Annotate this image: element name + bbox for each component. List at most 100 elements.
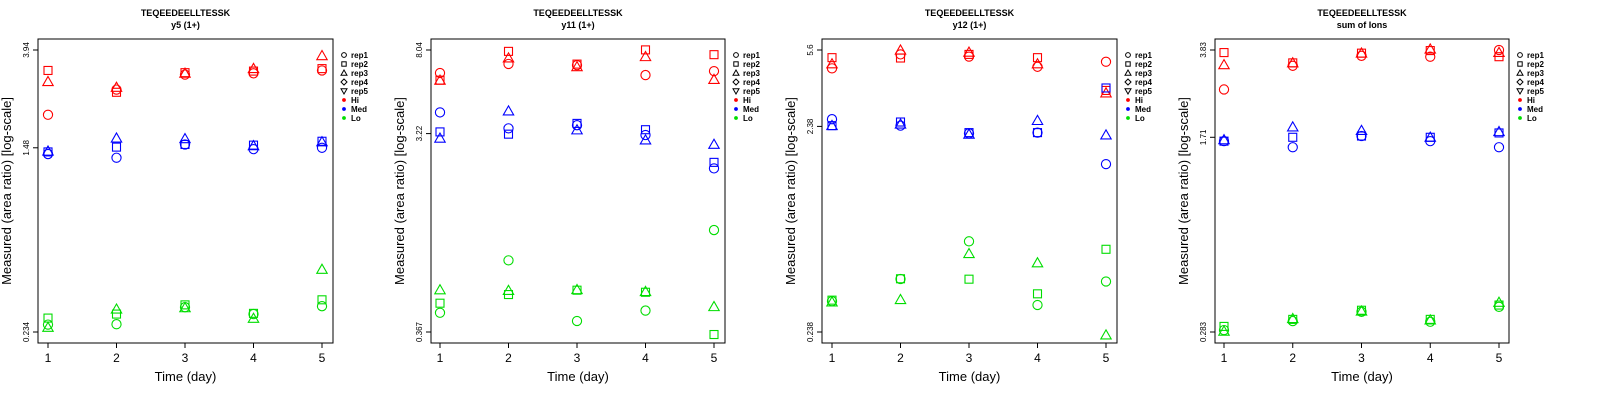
legend-marker xyxy=(1516,78,1524,86)
data-point xyxy=(247,62,260,74)
legend-marker xyxy=(1518,107,1522,111)
plot-frame xyxy=(821,38,1118,344)
data-point xyxy=(570,60,584,72)
chart-title: TEQEEDEELLTESSK xyxy=(141,8,231,18)
y-tick-label: 0.234 xyxy=(22,321,31,342)
data-point xyxy=(708,163,720,174)
legend-marker xyxy=(1126,98,1130,102)
data-point xyxy=(1492,125,1506,137)
data-point xyxy=(433,131,447,143)
data-point xyxy=(640,45,651,55)
data-point xyxy=(111,142,122,152)
data-point xyxy=(435,127,445,137)
data-point xyxy=(570,283,584,295)
x-tick-label: 3 xyxy=(1358,351,1365,365)
x-tick-label: 2 xyxy=(113,351,120,365)
chart-subtitle: y12 (1+) xyxy=(953,20,987,30)
data-point xyxy=(42,319,54,330)
legend-marker xyxy=(1518,116,1522,120)
legend-marker xyxy=(734,107,738,111)
data-points xyxy=(433,45,721,340)
data-point xyxy=(1493,142,1505,153)
plot-frame xyxy=(1214,38,1510,344)
data-point xyxy=(503,129,514,139)
data-point xyxy=(110,131,123,143)
data-point xyxy=(111,152,122,163)
data-point xyxy=(1286,312,1299,324)
data-point xyxy=(1217,133,1231,145)
y-axis-label: Measured (area ratio) [log-scale] xyxy=(0,97,14,285)
y-axis-label: Measured (area ratio) [log-scale] xyxy=(1176,97,1191,285)
legend-label: rep5 xyxy=(351,87,368,96)
legend-marker xyxy=(733,61,739,67)
data-point xyxy=(315,49,329,61)
data-point xyxy=(1288,314,1298,324)
data-point xyxy=(709,157,719,167)
data-point xyxy=(178,66,192,78)
data-point xyxy=(640,69,651,81)
plot-frame xyxy=(37,38,334,344)
data-point xyxy=(1100,56,1112,67)
data-point xyxy=(1424,42,1437,54)
data-point xyxy=(1492,46,1506,58)
legend-marker xyxy=(732,88,740,96)
legend-label: rep4 xyxy=(1135,78,1152,87)
data-point xyxy=(178,301,192,313)
x-tick-label: 3 xyxy=(182,351,189,365)
x-tick-label: 4 xyxy=(250,351,257,365)
data-point xyxy=(570,123,584,135)
data-point xyxy=(639,133,652,145)
x-tick-label: 4 xyxy=(642,351,649,365)
data-point xyxy=(317,295,327,305)
data-point xyxy=(1219,321,1229,331)
x-axis-label: Time (day) xyxy=(155,369,217,384)
data-point xyxy=(708,224,720,236)
data-point xyxy=(503,123,514,134)
data-point xyxy=(709,50,719,60)
legend-marker xyxy=(1516,88,1524,96)
data-point xyxy=(1100,276,1112,287)
y-tick-label: 2.38 xyxy=(806,118,815,134)
x-axis-label: Time (day) xyxy=(1331,369,1393,384)
data-point xyxy=(41,75,55,87)
data-point xyxy=(640,129,651,141)
data-point xyxy=(1031,256,1044,268)
legend-marker xyxy=(733,52,739,58)
data-point xyxy=(825,119,839,131)
data-point xyxy=(1493,44,1505,56)
data-point xyxy=(825,57,839,69)
data-point xyxy=(317,64,327,74)
data-point xyxy=(1356,130,1367,142)
x-tick-label: 5 xyxy=(319,351,326,365)
data-point xyxy=(964,274,974,284)
legend-marker xyxy=(1517,52,1523,58)
data-point xyxy=(1356,306,1367,317)
data-point xyxy=(1424,130,1437,142)
data-point xyxy=(433,73,447,85)
legend-marker xyxy=(1124,88,1132,96)
legend-label: rep3 xyxy=(351,69,368,78)
data-point xyxy=(1286,120,1299,132)
y-tick-label: 3.94 xyxy=(22,42,31,58)
legend-label: Lo xyxy=(351,114,361,123)
legend-marker xyxy=(1125,61,1131,67)
data-point xyxy=(894,293,907,305)
y-tick-label: 0.367 xyxy=(415,321,424,342)
legend-label: Med xyxy=(743,105,759,114)
data-point xyxy=(962,45,976,57)
legend-label: rep5 xyxy=(1135,87,1152,96)
y-tick-label: 3.83 xyxy=(1199,42,1208,58)
y-tick-label: 8.04 xyxy=(415,42,424,58)
data-point xyxy=(316,142,328,153)
data-point xyxy=(825,295,839,307)
data-point xyxy=(41,321,55,332)
legend-marker xyxy=(1517,61,1523,67)
data-point xyxy=(247,312,260,323)
panel-3: TEQEEDEELLTESSK y12 (1+) 0.238 2.38 5.6 1 2 3 4 5… xyxy=(783,8,1152,384)
data-point xyxy=(1217,324,1231,336)
data-point xyxy=(1032,127,1043,138)
data-point xyxy=(1355,304,1368,316)
x-tick-label: 1 xyxy=(437,351,444,365)
